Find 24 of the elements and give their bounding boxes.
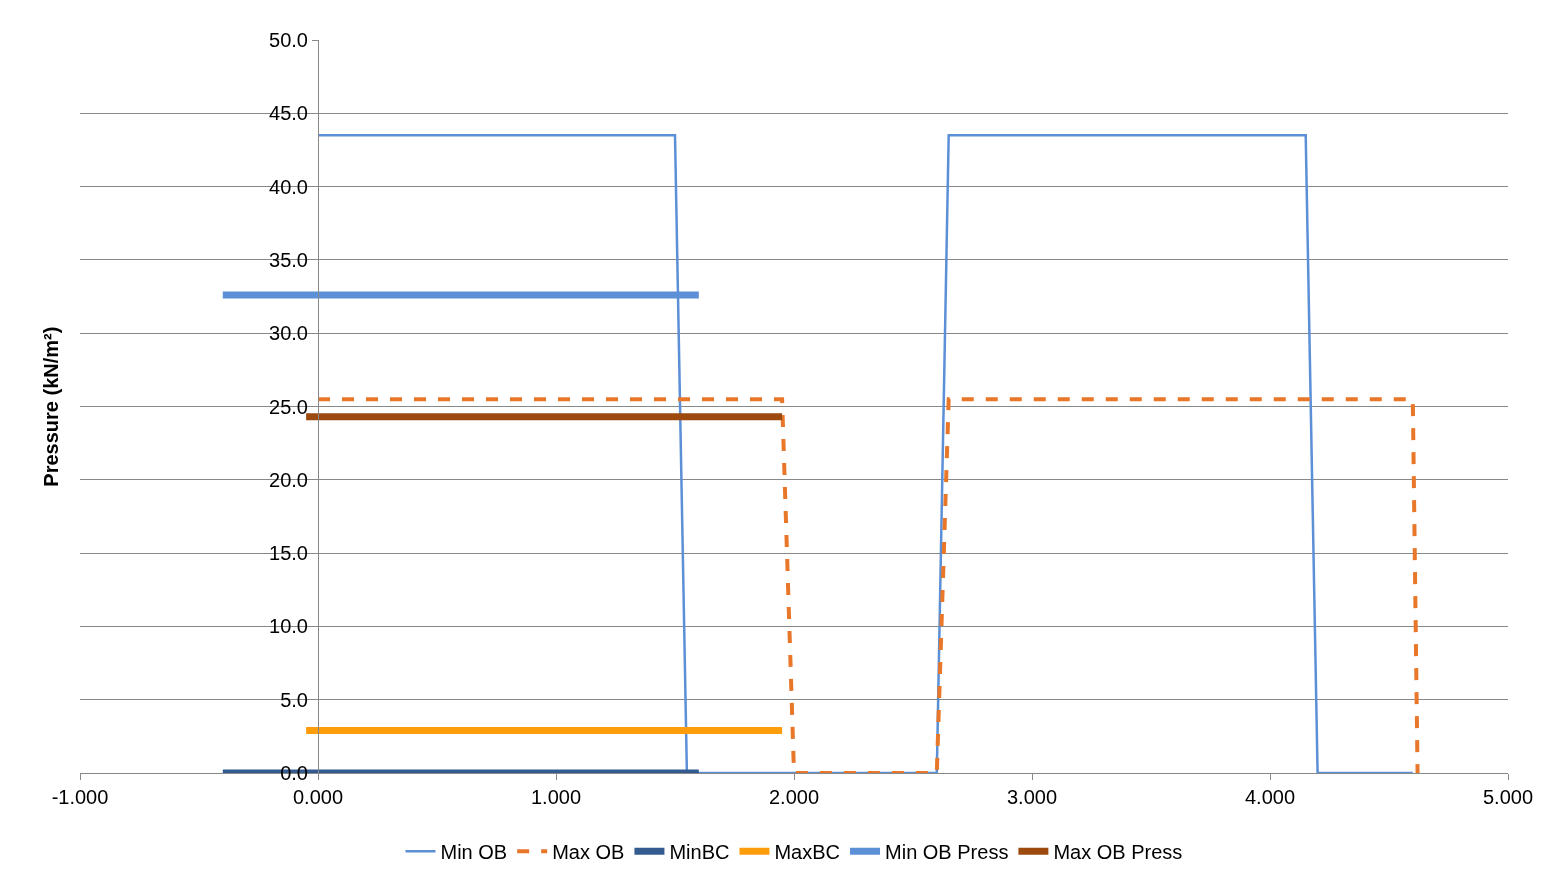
legend-label: Max OB Press bbox=[1053, 840, 1183, 863]
x-tick-label: 1.000 bbox=[530, 786, 582, 808]
y-tick-label: 25.0 bbox=[269, 395, 308, 418]
y-axis-title: Pressure (kN/m²) bbox=[39, 326, 62, 487]
y-tick-label: 15.0 bbox=[269, 542, 308, 565]
y-tick-label: 20.0 bbox=[269, 468, 308, 491]
x-tick-label: 2.000 bbox=[768, 786, 820, 808]
y-tick-label: 5.0 bbox=[280, 688, 308, 711]
x-tick-label: 3.000 bbox=[1006, 786, 1058, 808]
x-tick-label: 5.000 bbox=[1482, 786, 1534, 808]
y-tick-label: 35.0 bbox=[269, 248, 308, 271]
y-tick-label: 10.0 bbox=[269, 615, 308, 638]
x-tick-label: 0.000 bbox=[292, 786, 344, 808]
x-tick-label: 4.000 bbox=[1244, 786, 1296, 808]
legend-label: MinBC bbox=[669, 840, 730, 863]
y-tick-label: 40.0 bbox=[269, 175, 308, 198]
y-tick-label: 45.0 bbox=[269, 102, 308, 125]
y-tick-label: 30.0 bbox=[269, 322, 308, 345]
y-tick-label: 50.0 bbox=[269, 29, 308, 51]
legend-label: MaxBC bbox=[774, 840, 841, 863]
legend-label: Min OB Press bbox=[885, 840, 1009, 863]
legend-label: Min OB bbox=[440, 840, 508, 863]
legend-label: Max OB bbox=[552, 840, 625, 863]
x-tick-label: -1.000 bbox=[51, 786, 109, 808]
